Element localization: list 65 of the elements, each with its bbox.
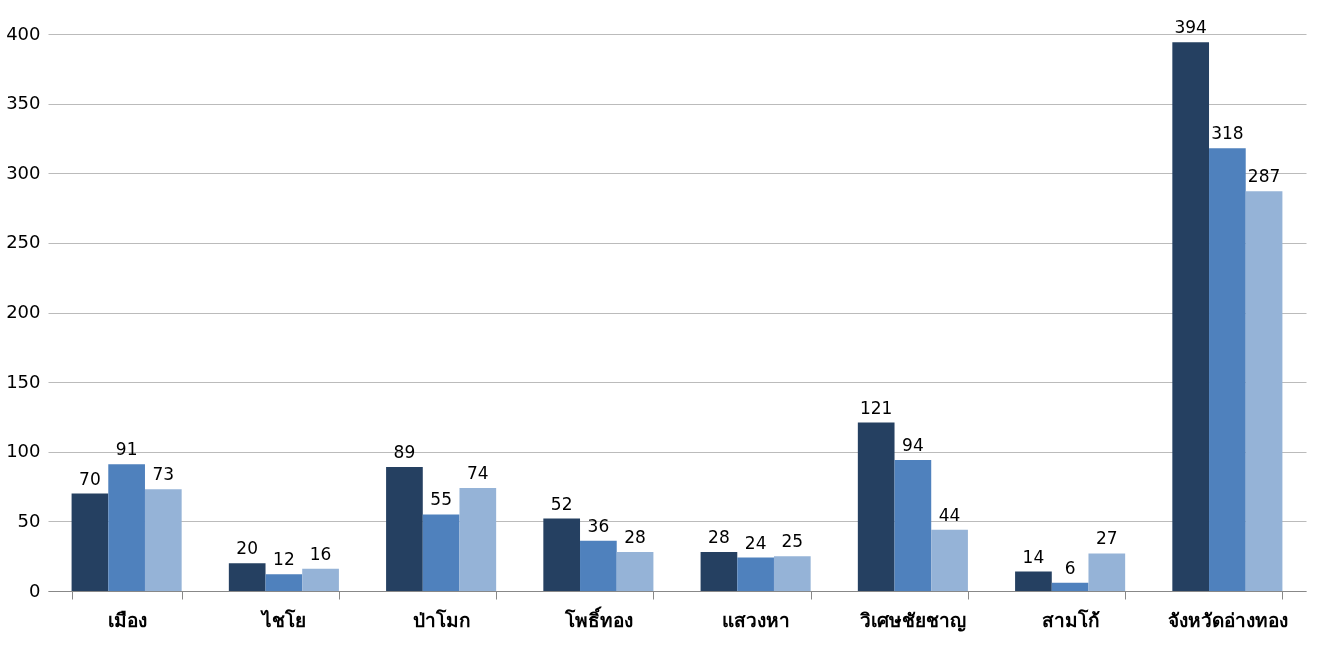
x-tick-label: เมือง xyxy=(107,608,147,631)
bar xyxy=(857,422,895,591)
y-tick-label: 250 xyxy=(6,231,41,253)
data-label: 287 xyxy=(1247,166,1281,187)
bar xyxy=(71,493,109,591)
x-tick-label: แสวงหา xyxy=(722,608,791,631)
data-label: 394 xyxy=(1174,17,1207,38)
data-label: 44 xyxy=(938,504,961,525)
data-label: 28 xyxy=(708,527,730,548)
data-label: 28 xyxy=(624,527,646,548)
bar xyxy=(737,557,774,591)
data-label: 24 xyxy=(744,532,767,553)
data-label: 25 xyxy=(781,531,804,552)
data-label: 94 xyxy=(902,435,924,456)
bar xyxy=(1245,191,1283,591)
x-tick-label: ป่าโมก xyxy=(412,608,471,631)
x-tick-label: วิเศษชัยชาญ xyxy=(860,608,967,632)
x-tick-label: โพธิ์ทอง xyxy=(563,605,633,631)
data-label: 55 xyxy=(430,489,452,510)
x-tick-label: สามโก้ xyxy=(1041,608,1100,631)
data-label: 91 xyxy=(115,439,138,460)
bar xyxy=(108,464,145,591)
bar xyxy=(422,514,460,591)
y-tick-label: 400 xyxy=(6,22,41,44)
data-label: 73 xyxy=(152,464,175,485)
x-tick-label: จังหวัดอ่างทอง xyxy=(1167,608,1288,631)
bar xyxy=(1088,553,1126,591)
data-label: 70 xyxy=(79,468,101,489)
bar xyxy=(773,556,811,591)
bar xyxy=(144,489,182,591)
bar xyxy=(1015,571,1052,591)
data-label: 74 xyxy=(467,462,489,483)
data-label: 52 xyxy=(550,493,573,514)
y-tick-label: 50 xyxy=(17,509,41,531)
bar xyxy=(894,460,932,591)
y-tick-label: 100 xyxy=(6,440,41,462)
data-label: 20 xyxy=(236,538,258,559)
bar xyxy=(1051,582,1089,591)
y-tick-label: 0 xyxy=(29,579,41,601)
bar xyxy=(1172,42,1210,591)
bar xyxy=(580,540,617,591)
data-label: 6 xyxy=(1064,557,1076,578)
bar xyxy=(265,574,303,591)
data-label: 36 xyxy=(587,515,610,536)
y-tick-label: 350 xyxy=(6,92,41,114)
data-label: 318 xyxy=(1211,123,1244,144)
bar xyxy=(302,568,339,591)
y-tick-label: 200 xyxy=(6,301,41,322)
data-label: 27 xyxy=(1096,528,1118,549)
data-label: 89 xyxy=(393,442,416,463)
bar xyxy=(386,467,423,591)
bar xyxy=(700,552,738,591)
x-tick-label: ไชโย xyxy=(260,608,307,631)
bar xyxy=(459,487,497,591)
data-label: 121 xyxy=(859,397,893,418)
y-tick-label: 300 xyxy=(6,161,41,183)
bar xyxy=(228,563,266,591)
y-tick-label: 150 xyxy=(6,370,41,392)
data-label: 12 xyxy=(273,549,295,570)
bar xyxy=(543,518,581,591)
bar xyxy=(931,529,968,591)
bar xyxy=(616,552,654,591)
data-label: 16 xyxy=(309,543,332,564)
bar xyxy=(1209,148,1246,591)
data-label: 14 xyxy=(1022,546,1045,567)
